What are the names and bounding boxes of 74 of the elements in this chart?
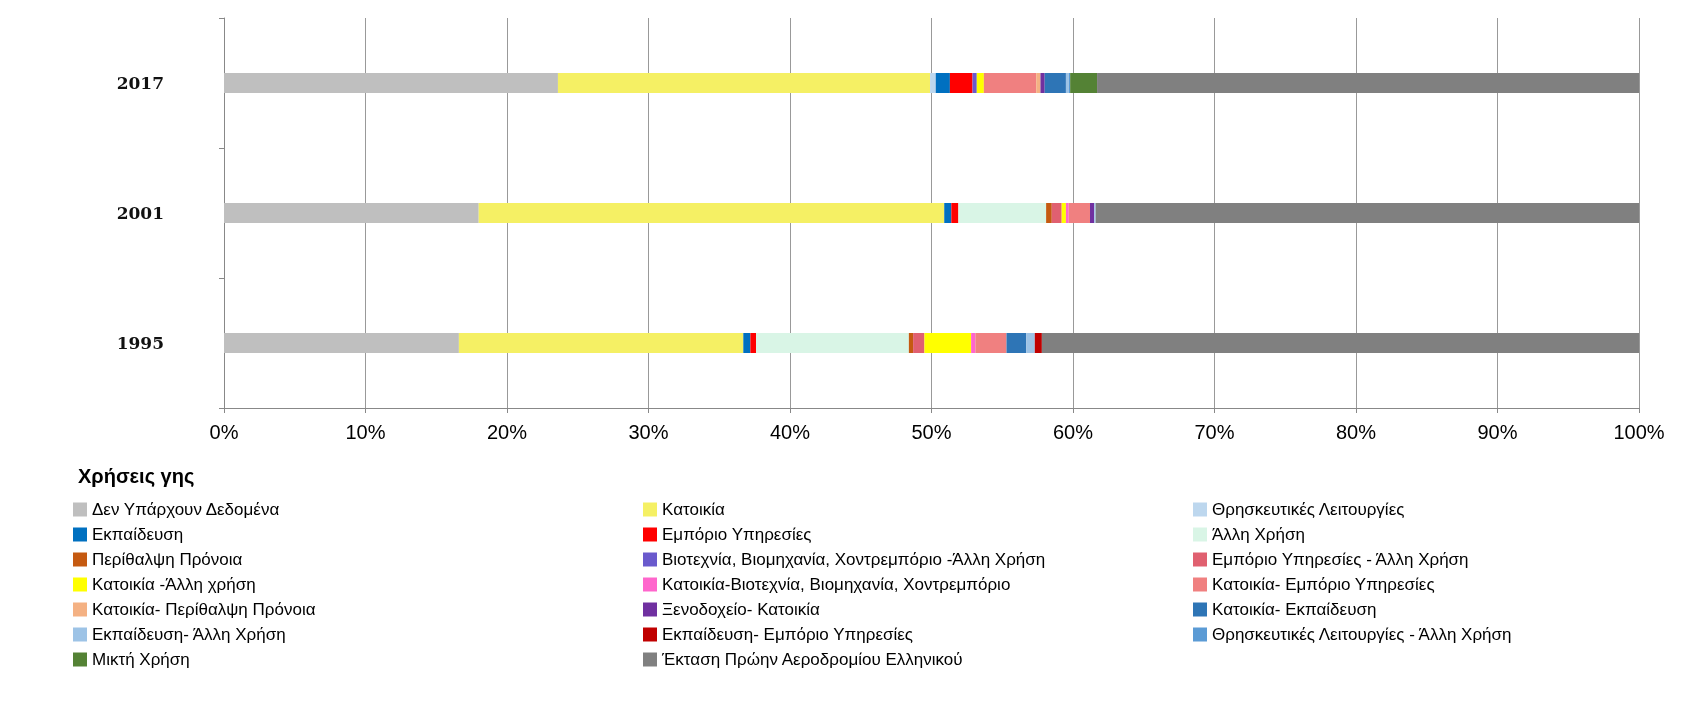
bar [1041,333,1639,353]
bar [951,203,959,223]
legend-label: Ξενοδοχείο- Κατοικία [662,600,821,619]
legend-label: Άλλη Χρήση [1212,525,1305,544]
legend-label: Κατοικία [662,500,725,519]
bar [908,333,914,353]
bar [458,333,744,353]
legend-label: Κατοικία-Βιοτεχνία, Βιομηχανία, Χοντρεμπόριο [662,575,1011,594]
bar [224,73,558,93]
legend-label: Δεν Υπάρχουν Δεδομένα [92,500,280,519]
legend-label: Κατοικία- Εκπαίδευση [1212,600,1377,619]
bar [958,203,1047,223]
bar [1026,333,1035,353]
x-tick-label: 100% [1613,421,1665,443]
legend-label: Κατοικία -Άλλη χρήση [92,575,256,594]
legend-label: Εκπαίδευση [92,525,184,544]
bar [224,203,479,223]
bar [1061,203,1066,223]
legend-label: Θρησκευτικές Λειτουργίες - Άλλη Χρήση [1212,625,1512,644]
bar [1046,203,1052,223]
bar [557,73,931,93]
bar [1068,203,1090,223]
bar [1070,73,1098,93]
bar [949,73,973,93]
bar [224,333,459,353]
legend-label: Βιοτεχνία, Βιομηχανία, Χοντρεμπόριο -Άλλη Χρήση [662,550,1046,569]
bar [1044,73,1066,93]
legend-label: Εμπόριο Υπηρεσίες [662,525,812,544]
x-tick-label: 90% [1477,421,1518,443]
legend-label: Μικτή Χρήση [92,650,190,669]
legend-label: Θρησκευτικές Λειτουργίες [1212,500,1405,519]
x-tick-label: 20% [486,421,528,443]
bar [1097,73,1639,93]
y-tick-label: 2001 [116,203,164,223]
legend-label: Εκπαίδευση- Άλλη Χρήση [92,625,286,644]
legend-label: Κατοικία- Περίθαλψη Πρόνοια [92,600,316,619]
legend-label: Έκταση Πρώην Αεροδρομίου Ελληνικού [661,650,963,669]
x-tick-label: 70% [1194,421,1235,443]
bar [913,333,925,353]
x-tick-label: 50% [911,421,952,443]
x-tick-label: 60% [1052,421,1094,443]
bar [976,73,984,93]
bar [756,333,909,353]
bar [1036,73,1041,93]
bar [750,333,757,353]
x-tick-label: 30% [628,421,669,443]
bar [935,73,950,93]
legend-label: Περίθαλψη Πρόνοια [92,550,243,569]
bar [971,333,976,353]
y-tick-label: 1995 [116,333,164,353]
legend-label: Εκπαίδευση- Εμπόριο Υπηρεσίες [662,625,914,644]
bar [930,73,936,93]
x-tick-label: 80% [1335,421,1377,443]
x-tick-label: 40% [769,421,811,443]
bar [1051,203,1062,223]
x-tick-label: 0% [209,421,239,443]
bar [983,73,1037,93]
bar [1006,333,1027,353]
x-tick-label: 10% [345,421,386,443]
bar [975,333,1007,353]
bar [944,203,952,223]
bar [1095,203,1639,223]
bar [743,333,751,353]
bar [478,203,945,223]
y-tick-label: 2017 [116,73,164,93]
bar [1034,333,1042,353]
bar [1089,203,1095,223]
bar [924,333,972,353]
bar [1040,73,1045,93]
bar [972,73,977,93]
bar [1065,203,1069,223]
legend-label: Κατοικία- Εμπόριο Υπηρεσίες [1212,575,1435,594]
legend-title: Χρήσεις γης [78,465,195,487]
legend-label: Εμπόριο Υπηρεσίες - Άλλη Χρήση [1212,550,1469,569]
